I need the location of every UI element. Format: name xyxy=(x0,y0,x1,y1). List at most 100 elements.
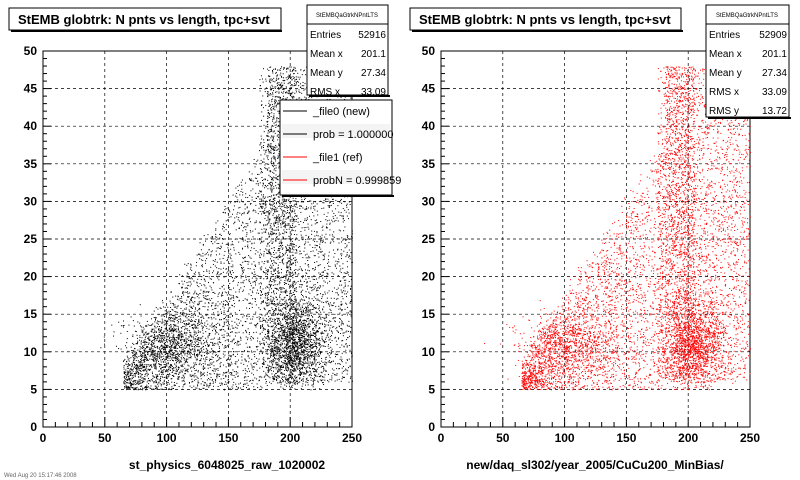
scatter-point xyxy=(264,179,266,181)
scatter-point xyxy=(261,283,263,285)
scatter-point xyxy=(272,149,274,151)
scatter-point xyxy=(299,76,301,78)
scatter-point xyxy=(269,203,271,205)
scatter-point xyxy=(279,286,281,288)
scatter-point xyxy=(275,174,277,176)
scatter-point xyxy=(270,135,272,137)
scatter-point xyxy=(278,307,280,309)
scatter-point xyxy=(262,202,264,204)
scatter-point xyxy=(302,236,304,238)
scatter-point xyxy=(294,326,296,328)
scatter-point xyxy=(314,356,316,358)
scatter-point xyxy=(344,282,346,284)
scatter-point xyxy=(266,338,268,340)
scatter-point xyxy=(300,326,302,328)
scatter-point xyxy=(298,339,300,341)
scatter-point xyxy=(307,288,309,290)
scatter-point xyxy=(320,248,322,250)
scatter-point xyxy=(270,116,272,118)
scatter-point xyxy=(338,318,340,320)
scatter-point xyxy=(274,87,276,89)
scatter-point xyxy=(304,197,306,199)
scatter-point xyxy=(350,296,352,298)
scatter-point xyxy=(309,304,311,306)
scatter-point xyxy=(278,375,280,377)
scatter-point xyxy=(296,291,298,293)
scatter-point xyxy=(290,369,292,371)
scatter-point xyxy=(271,228,273,230)
scatter-point xyxy=(295,370,297,372)
scatter-point xyxy=(301,74,303,76)
scatter-point xyxy=(318,305,320,307)
scatter-point xyxy=(305,346,307,348)
scatter-point xyxy=(317,265,319,267)
scatter-point xyxy=(269,182,271,184)
scatter-point xyxy=(289,295,291,297)
scatter-point xyxy=(269,104,271,106)
scatter-point xyxy=(273,176,275,178)
scatter-point xyxy=(271,301,273,303)
scatter-point xyxy=(306,339,308,341)
scatter-point xyxy=(275,209,277,211)
scatter-point xyxy=(346,254,348,256)
scatter-point xyxy=(341,292,343,294)
scatter-point xyxy=(286,379,288,381)
scatter-point xyxy=(273,68,275,70)
scatter-point xyxy=(268,245,270,247)
scatter-point xyxy=(289,340,291,342)
scatter-point xyxy=(295,330,297,332)
scatter-point xyxy=(322,370,324,372)
scatter-point xyxy=(272,303,274,305)
scatter-point xyxy=(329,229,331,231)
scatter-point xyxy=(303,337,305,339)
scatter-point xyxy=(299,284,301,286)
scatter-point xyxy=(275,308,277,310)
scatter-point xyxy=(272,303,274,305)
scatter-point xyxy=(304,338,306,340)
scatter-point xyxy=(295,70,297,72)
scatter-point xyxy=(270,295,272,297)
scatter-point xyxy=(330,350,332,352)
scatter-point xyxy=(269,171,271,173)
scatter-point xyxy=(285,77,287,79)
scatter-point xyxy=(344,226,346,228)
scatter-point xyxy=(324,267,326,269)
scatter-point xyxy=(281,329,283,331)
scatter-point xyxy=(330,309,332,311)
scatter-point xyxy=(288,381,290,383)
scatter-point xyxy=(290,93,292,95)
scatter-point xyxy=(342,277,344,279)
scatter-point xyxy=(330,346,332,348)
scatter-point xyxy=(323,207,325,209)
scatter-point xyxy=(274,354,276,356)
scatter-point xyxy=(267,91,269,93)
scatter-point xyxy=(273,352,275,354)
scatter-point xyxy=(269,219,271,221)
scatter-point xyxy=(347,367,349,369)
scatter-point xyxy=(263,278,265,280)
scatter-point xyxy=(320,323,322,325)
scatter-point xyxy=(275,277,277,279)
scatter-point xyxy=(282,364,284,366)
scatter-point xyxy=(278,175,280,177)
scatter-point xyxy=(301,236,303,238)
scatter-point xyxy=(296,381,298,383)
scatter-point xyxy=(287,381,289,383)
scatter-point xyxy=(272,148,274,150)
scatter-point xyxy=(290,239,292,241)
scatter-point xyxy=(291,331,293,333)
scatter-point xyxy=(292,224,294,226)
scatter-point xyxy=(276,176,278,178)
scatter-point xyxy=(284,290,286,292)
scatter-point xyxy=(300,367,302,369)
scatter-point xyxy=(280,224,282,226)
scatter-point xyxy=(323,341,325,343)
scatter-point xyxy=(291,360,293,362)
scatter-point xyxy=(303,85,305,87)
scatter-point xyxy=(286,291,288,293)
scatter-point xyxy=(303,353,305,355)
scatter-point xyxy=(347,238,349,240)
scatter-point xyxy=(276,288,278,290)
scatter-point xyxy=(286,71,288,73)
scatter-point xyxy=(265,349,267,351)
